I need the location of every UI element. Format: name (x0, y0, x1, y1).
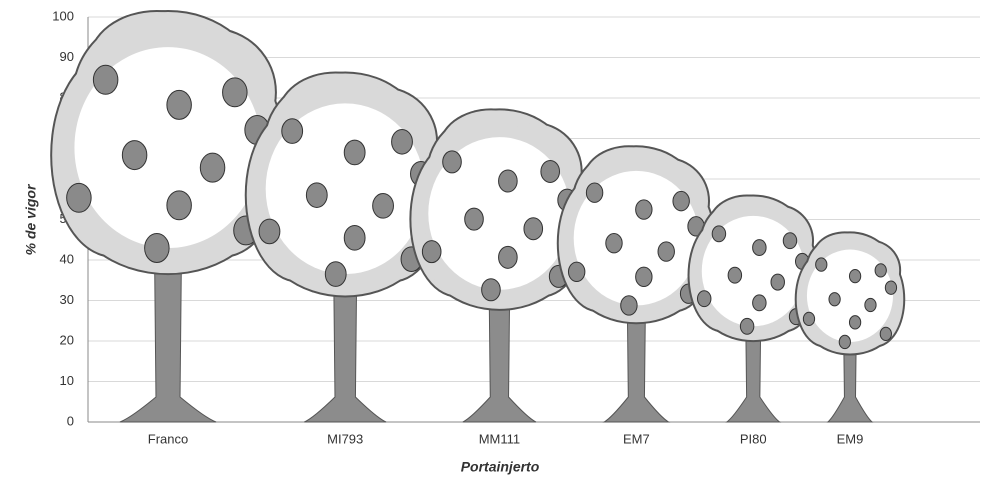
apple (673, 191, 689, 210)
apple (422, 241, 441, 263)
apple (223, 78, 248, 107)
apple (325, 262, 346, 287)
apple (499, 170, 518, 192)
trunk (727, 332, 780, 422)
tree (795, 231, 906, 422)
apple (443, 151, 462, 173)
y-tick-label: 20 (60, 332, 74, 347)
x-tick-label: Franco (148, 431, 188, 446)
trunk (604, 314, 668, 422)
apple (875, 264, 886, 277)
apple (816, 258, 827, 271)
apple (145, 234, 170, 263)
apple (803, 312, 814, 325)
apple (849, 316, 860, 329)
y-tick-label: 100 (52, 8, 74, 23)
trunk (828, 346, 872, 422)
apple (636, 267, 652, 286)
apple (865, 298, 876, 311)
apple (306, 183, 327, 208)
y-tick-label: 90 (60, 49, 74, 64)
apple (67, 183, 92, 212)
apple (621, 296, 637, 315)
apple (728, 267, 741, 283)
apple (465, 208, 484, 230)
apple (482, 279, 501, 301)
apple (697, 291, 710, 307)
apple (880, 327, 891, 340)
apple (524, 218, 543, 240)
apple (606, 233, 622, 252)
trunk (120, 263, 216, 422)
apple (568, 262, 584, 281)
apple (849, 269, 860, 282)
x-tick-label: MM111 (479, 431, 520, 446)
apple (783, 233, 796, 249)
apple (771, 274, 784, 290)
apple (344, 140, 365, 165)
apple (636, 200, 652, 219)
apple (499, 246, 518, 268)
apple (753, 240, 766, 256)
apple (586, 183, 602, 202)
apple (167, 90, 192, 119)
apple (885, 281, 896, 294)
x-tick-label: PI80 (740, 431, 767, 446)
x-tick-label: EM9 (837, 431, 864, 446)
apple (167, 191, 192, 220)
y-tick-label: 0 (67, 413, 74, 428)
apple (373, 194, 394, 219)
trunk (304, 286, 386, 422)
apple (829, 293, 840, 306)
apple (259, 219, 280, 244)
apple (200, 153, 225, 182)
apple (282, 119, 303, 144)
apple (392, 129, 413, 154)
y-axis-title: % de vigor (23, 183, 39, 255)
y-tick-label: 10 (60, 373, 74, 388)
apple (541, 160, 560, 182)
y-tick-label: 40 (60, 251, 74, 266)
x-tick-label: MI793 (327, 431, 363, 446)
apple (93, 65, 118, 94)
x-axis-title: Portainjerto (461, 459, 540, 475)
trunk (463, 300, 536, 422)
apple (839, 335, 850, 348)
apple (658, 242, 674, 261)
apple (712, 226, 725, 242)
y-tick-label: 30 (60, 292, 74, 307)
page: Portainjerto % de vigor 0102030405060708… (0, 0, 991, 481)
chart: Portainjerto % de vigor 0102030405060708… (0, 0, 991, 481)
x-tick-label: EM7 (623, 431, 650, 446)
apple (122, 141, 147, 170)
apple (344, 226, 365, 251)
apple (740, 318, 753, 334)
apple (753, 295, 766, 311)
